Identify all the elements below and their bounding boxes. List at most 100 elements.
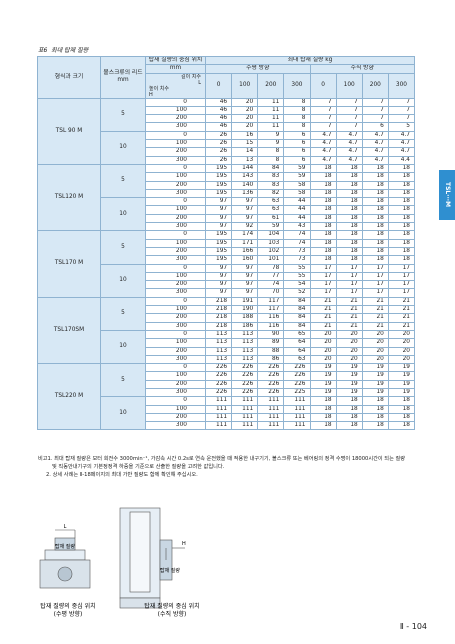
dim-label: L <box>64 524 67 530</box>
value-cell: 18 <box>361 172 389 182</box>
value-cell: 4.7 <box>335 139 363 149</box>
value-cell: 17 <box>335 263 363 273</box>
value-cell: 20 <box>231 122 259 132</box>
value-cell: 195 <box>204 238 233 248</box>
value-cell: 97 <box>204 280 233 290</box>
value-cell: 18 <box>361 412 389 423</box>
height-cell: 100 <box>145 172 206 182</box>
value-cell: 17 <box>309 288 337 298</box>
height-cell: 100 <box>145 205 206 215</box>
value-cell: 20 <box>335 329 363 340</box>
value-cell: 16 <box>231 130 259 141</box>
height-cell: 200 <box>145 280 206 290</box>
height-cell: 0 <box>145 296 206 307</box>
value-cell: 225 <box>283 387 311 398</box>
height-cell: 0 <box>145 130 206 141</box>
model-cell: TSL 90 M <box>37 97 101 165</box>
value-cell: 226 <box>204 371 233 381</box>
height-cell: 100 <box>145 404 206 414</box>
value-cell: 46 <box>204 122 233 132</box>
value-cell: 58 <box>283 188 311 199</box>
height-cell: 100 <box>145 271 206 282</box>
value-cell: 21 <box>309 321 337 331</box>
value-cell: 226 <box>204 379 233 390</box>
value-cell: 18 <box>309 222 337 232</box>
value-cell: 226 <box>257 379 285 390</box>
value-cell: 21 <box>335 304 363 315</box>
value-cell: 20 <box>231 114 259 124</box>
value-cell: 8 <box>283 97 311 107</box>
value-cell: 18 <box>387 246 416 257</box>
value-cell: 18 <box>387 213 416 224</box>
value-cell: 18 <box>309 172 337 182</box>
column-header: 0 <box>309 72 337 99</box>
value-cell: 8 <box>283 114 311 124</box>
value-cell: 111 <box>283 421 311 431</box>
height-cell: 0 <box>145 396 206 406</box>
value-cell: 97 <box>231 288 259 298</box>
value-cell: 7 <box>387 97 416 107</box>
value-cell: 113 <box>204 346 233 356</box>
value-cell: 19 <box>309 387 337 398</box>
value-cell: 21 <box>387 296 416 307</box>
table-row: 10 0 113 113 90 65 20 20 20 20 <box>38 329 416 365</box>
value-cell: 74 <box>283 230 311 240</box>
figure-caption: 탑재 질량의 중심 위치 <box>144 602 199 610</box>
value-cell: 111 <box>257 404 285 414</box>
value-cell: 191 <box>231 296 259 307</box>
value-cell: 59 <box>283 163 311 174</box>
center-unit: mm <box>145 64 206 74</box>
value-cell: 70 <box>257 288 285 298</box>
value-cell: 97 <box>204 222 233 232</box>
value-cell: 18 <box>335 238 363 248</box>
value-cell: 18 <box>335 230 363 240</box>
notes: 비고1. 최대 탑재 질량은 모터 회전수 3000min⁻¹, 가감속 시간 … <box>38 455 428 479</box>
height-cell: 300 <box>145 155 206 165</box>
value-cell: 74 <box>283 238 311 248</box>
value-cell: 218 <box>204 304 233 315</box>
lead-cell: 10 <box>100 130 146 165</box>
value-cell: 17 <box>335 280 363 290</box>
column-header: 100 <box>231 72 259 99</box>
value-cell: 19 <box>335 363 363 373</box>
value-cell: 140 <box>231 180 259 190</box>
value-cell: 18 <box>387 412 416 423</box>
lead-cell: 5 <box>100 296 146 331</box>
lead-cell: 10 <box>100 263 146 298</box>
value-cell: 7 <box>309 122 337 132</box>
value-cell: 111 <box>204 396 233 406</box>
value-cell: 117 <box>257 304 285 315</box>
value-cell: 18 <box>335 163 363 174</box>
table-row: 200 195 166 102 73 18 18 18 18 <box>38 246 416 257</box>
value-cell: 21 <box>387 304 416 315</box>
value-cell: 144 <box>231 163 259 174</box>
value-cell: 46 <box>204 105 233 116</box>
value-cell: 7 <box>361 97 389 107</box>
value-cell: 4.4 <box>387 155 416 165</box>
lead-cell: 5 <box>100 163 146 199</box>
value-cell: 18 <box>335 255 363 265</box>
value-cell: 44 <box>283 213 311 224</box>
table-row: 300 195 160 101 73 18 18 18 18 <box>38 255 416 265</box>
value-cell: 9 <box>257 130 285 141</box>
value-cell: 111 <box>283 412 311 423</box>
table-row: TSL 90 M 5 0 46 20 11 8 7 7 7 7 <box>37 97 416 165</box>
value-cell: 46 <box>204 97 233 107</box>
value-cell: 226 <box>231 379 259 390</box>
table-row: 100 113 113 89 64 20 20 20 20 <box>38 338 416 348</box>
value-cell: 11 <box>257 97 285 107</box>
value-cell: 61 <box>257 213 285 224</box>
value-cell: 18 <box>309 404 337 414</box>
value-cell: 160 <box>231 255 259 265</box>
value-cell: 7 <box>309 114 337 124</box>
value-cell: 18 <box>335 246 363 257</box>
value-cell: 63 <box>283 354 311 365</box>
value-cell: 19 <box>387 371 416 381</box>
value-cell: 20 <box>387 338 416 348</box>
value-cell: 19 <box>361 387 389 398</box>
value-cell: 82 <box>257 188 285 199</box>
height-title: 높이 치수 <box>149 85 169 92</box>
value-cell: 18 <box>335 197 363 207</box>
value-cell: 113 <box>204 329 233 340</box>
value-cell: 4.7 <box>309 147 337 157</box>
